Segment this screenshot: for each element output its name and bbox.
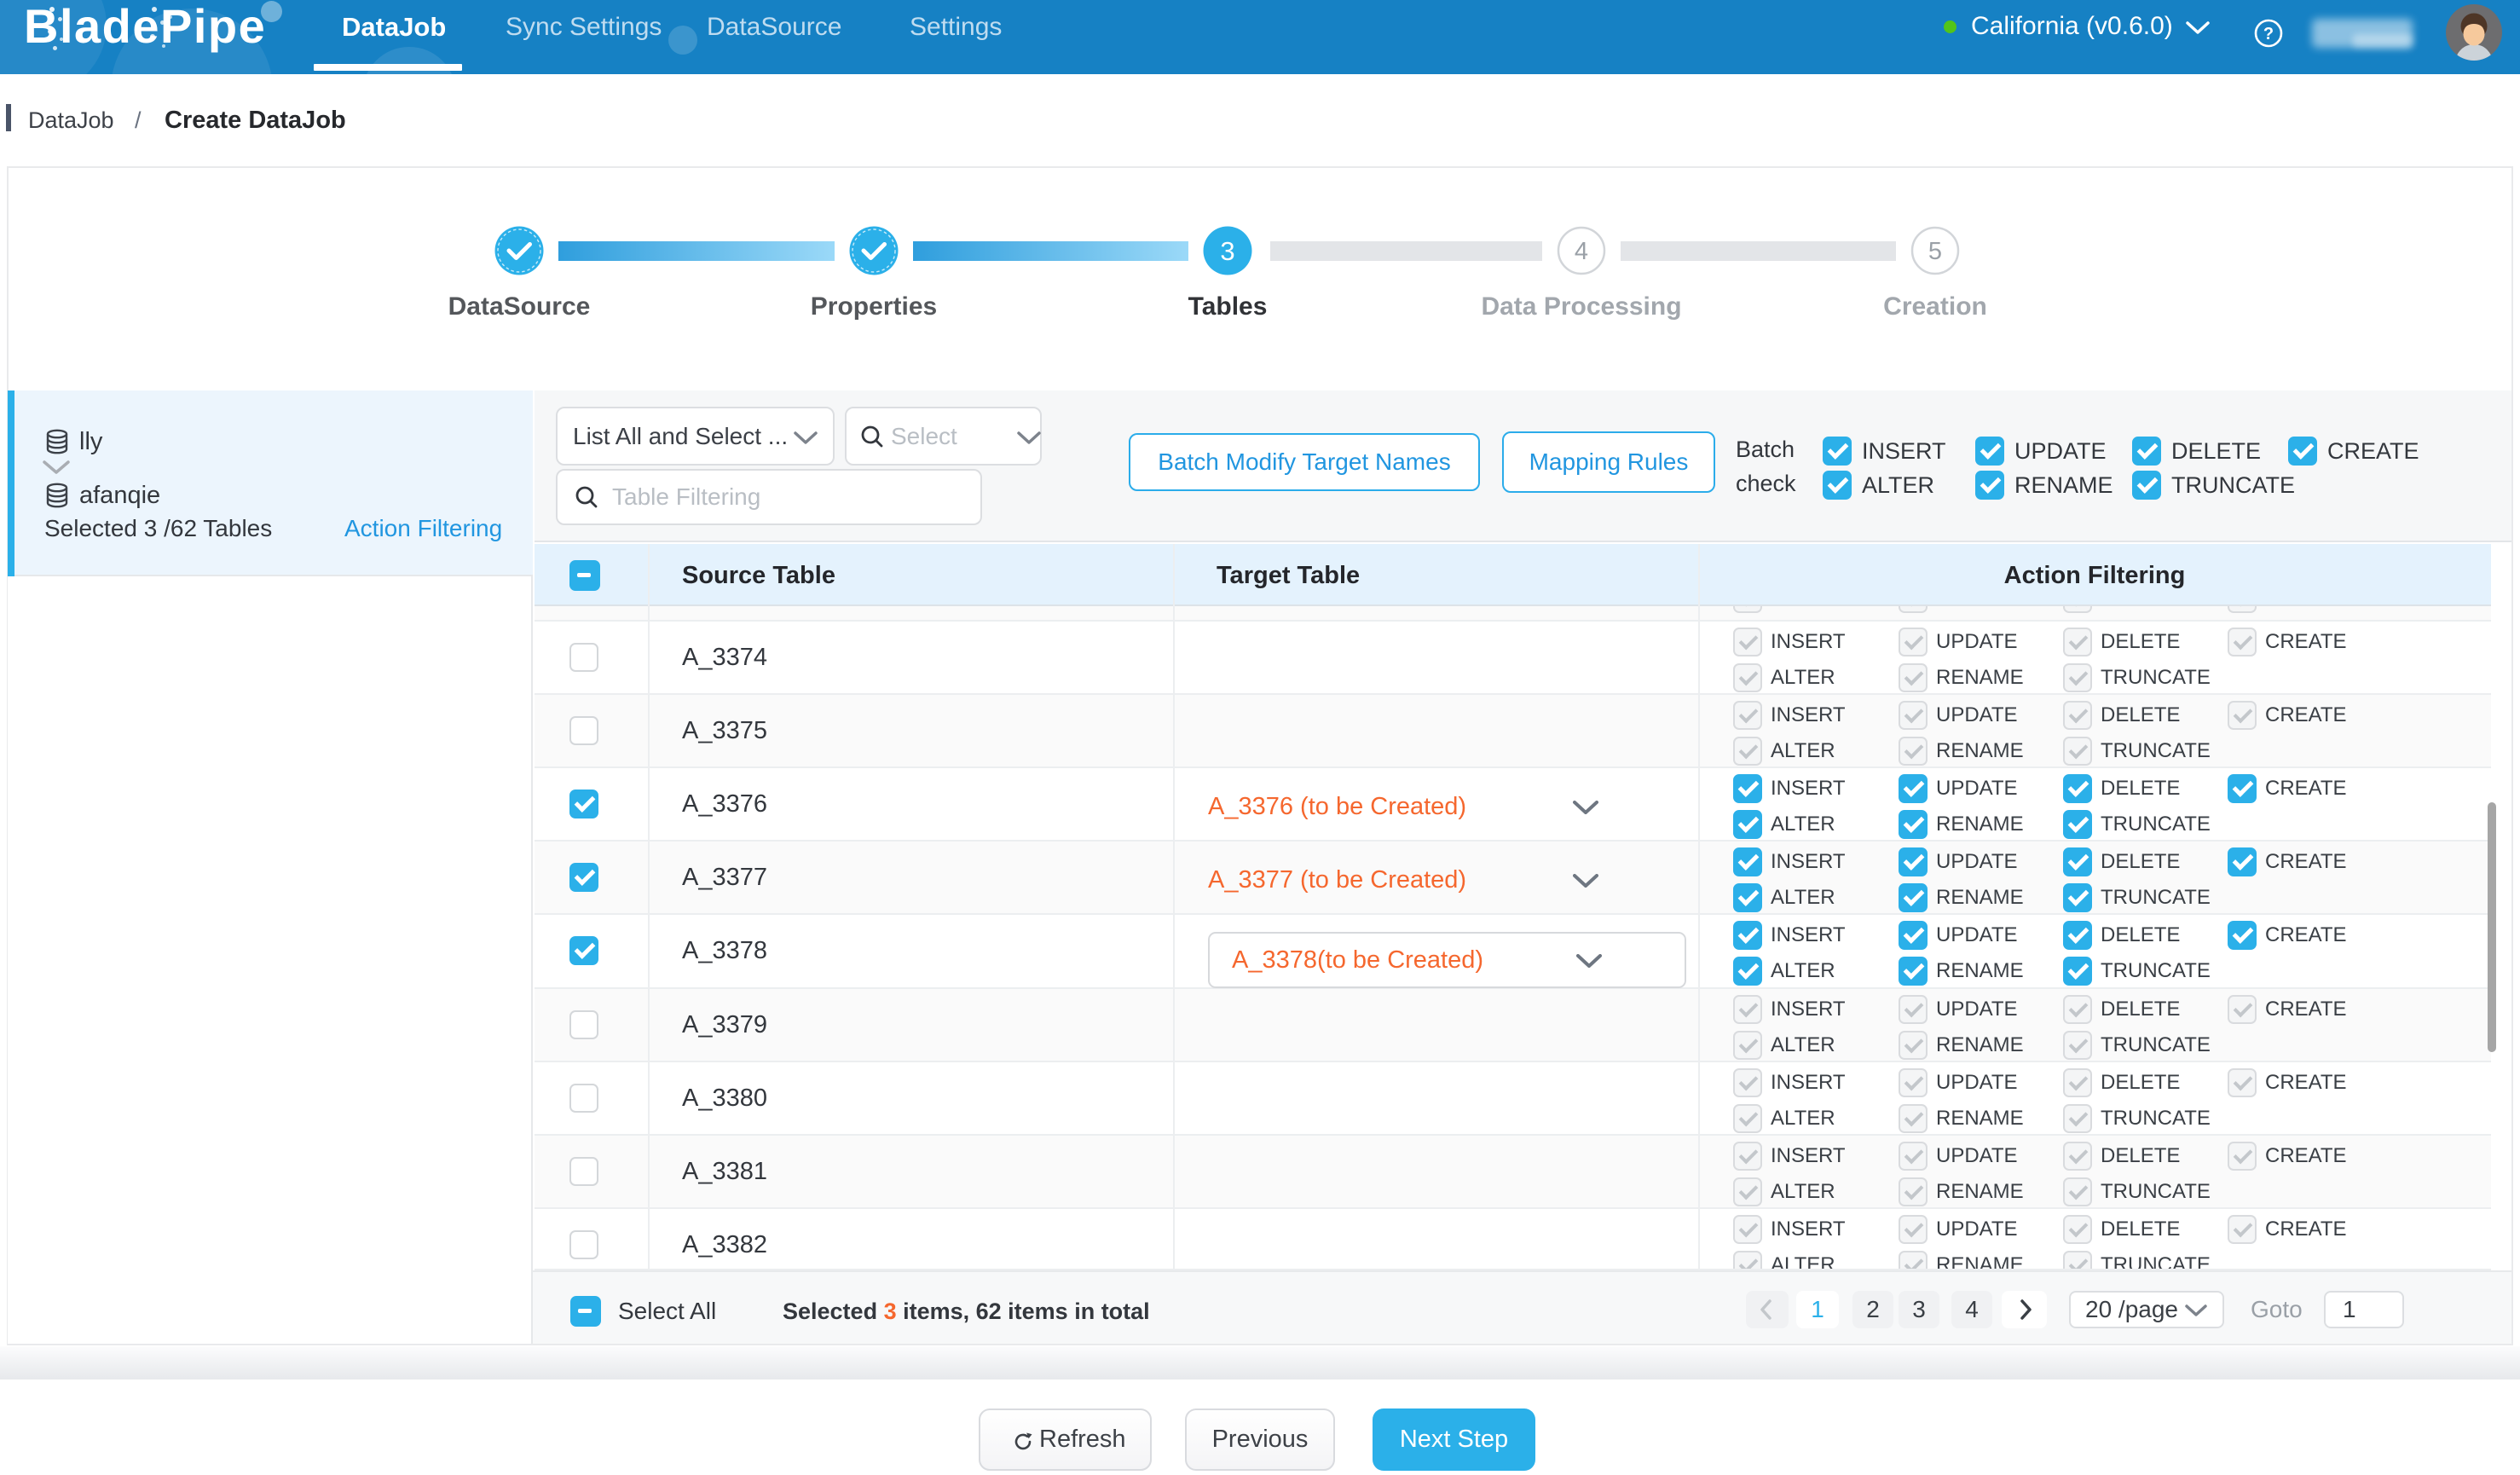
svg-text:4: 4 [1575,238,1588,265]
svg-text:5: 5 [1928,238,1942,265]
svg-text:3: 3 [1220,236,1234,266]
svg-text:?: ? [2263,25,2274,43]
